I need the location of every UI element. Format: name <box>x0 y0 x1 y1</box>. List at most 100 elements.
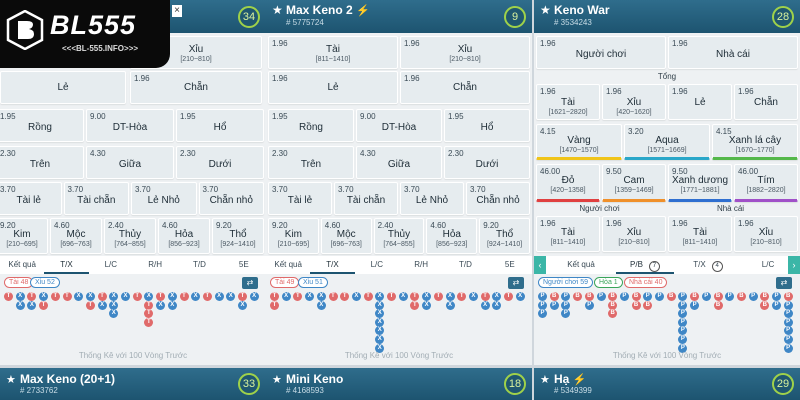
bet-cell[interactable]: 2.30 Trên <box>0 146 84 179</box>
stats-footer: Thống Kê với 100 Vòng Trước <box>78 351 188 360</box>
bet-cell[interactable]: 1.95 Rồng <box>0 109 84 142</box>
bead-B: B <box>631 292 641 301</box>
bet-cell[interactable]: 9.00 DT-Hòa <box>86 109 174 142</box>
bet-cell[interactable]: 3.70 Tài chẵn <box>334 182 398 215</box>
bet-cell[interactable]: 1.96 Tài [811~1410] <box>668 216 732 252</box>
bet-cell[interactable]: 4.60 Hỏa [856~923] <box>158 218 210 254</box>
swap-icon[interactable]: ⇄ <box>508 277 524 289</box>
bet-cell[interactable]: 3.70 Tài chẵn <box>63 182 129 215</box>
odds-value: 3.70 <box>470 185 486 194</box>
bet-cell[interactable]: 46.00 Tím [1882~2820] <box>734 164 798 202</box>
bet-cell[interactable]: 4.30 Giữa <box>86 146 174 179</box>
swap-icon[interactable]: ⇄ <box>776 277 792 289</box>
bet-cell[interactable]: Lẻ <box>0 71 126 104</box>
tab-5[interactable]: 5E <box>504 260 515 269</box>
tab-3[interactable]: R/H <box>414 260 429 269</box>
tab-1[interactable]: T/X <box>60 260 73 269</box>
bet-cell[interactable]: 9.50 Xanh dương [1771~1881] <box>668 164 732 202</box>
bet-cell[interactable]: 1.96 Chẵn <box>130 71 262 104</box>
bet-cell[interactable]: 3.70 Tài lẻ <box>0 182 62 215</box>
bet-cell[interactable]: 1.96 Xỉu [210~810] <box>602 216 666 252</box>
bet-name: Chẵn nhỏ <box>476 195 520 206</box>
tab-3[interactable]: L/C <box>739 260 797 269</box>
bet-cell[interactable]: 3.70 Chẵn nhỏ <box>198 182 264 215</box>
nav-right-button[interactable]: › <box>788 256 800 274</box>
tab-0[interactable]: Kết quả <box>8 260 36 269</box>
tab-1[interactable]: T/X <box>326 260 339 269</box>
favorite-star-icon[interactable]: ★ <box>6 374 16 386</box>
bet-cell[interactable]: 1.96 Nhà cái <box>668 36 798 69</box>
close-icon[interactable]: × <box>172 5 182 17</box>
bet-cell[interactable]: 1.96 Lẻ <box>268 71 398 104</box>
favorite-star-icon[interactable]: ★ <box>272 3 283 17</box>
bet-cell[interactable]: 1.95 Hổ <box>444 109 530 142</box>
bet-cell[interactable]: 1.96 Chẵn <box>734 84 798 120</box>
bet-cell[interactable]: 1.95 Rồng <box>268 109 354 142</box>
bet-cell[interactable]: 4.15 Xanh lá cây [1670~1770] <box>712 124 798 160</box>
bet-cell[interactable]: 3.70 Chẵn nhỏ <box>466 182 530 215</box>
bead-T: T <box>97 292 107 301</box>
bet-cell[interactable]: 1.96 Người chơi <box>536 36 666 69</box>
bet-range: [1621~2820] <box>548 109 588 116</box>
bet-name: Người chơi <box>575 49 627 60</box>
tab-1[interactable]: P/B 7 <box>616 260 674 272</box>
bet-cell[interactable]: 1.96 Xỉu [420~1620] <box>602 84 666 120</box>
tab-2[interactable]: L/C <box>104 260 118 269</box>
tab-4[interactable]: T/D <box>459 260 472 269</box>
tab-0[interactable]: Kết quả <box>274 260 302 269</box>
bet-cell[interactable]: 1.96 Chẵn <box>400 71 530 104</box>
bet-cell[interactable]: 2.30 Trên <box>268 146 354 179</box>
bet-cell[interactable]: 3.70 Tài lẻ <box>268 182 332 215</box>
bet-cell[interactable]: 2.40 Thủy [764~855] <box>373 218 425 254</box>
favorite-star-icon[interactable]: ★ <box>272 374 282 386</box>
bet-cell[interactable]: 4.15 Vàng [1470~1570] <box>536 124 622 160</box>
bet-cell[interactable]: 2.30 Dưới <box>444 146 530 179</box>
bet-cell[interactable]: 4.60 Mộc [696~763] <box>50 218 102 254</box>
odds-value: 4.15 <box>540 127 556 136</box>
odds-value: 4.60 <box>54 221 70 230</box>
bet-cell[interactable]: 3.20 Aqua [1571~1669] <box>624 124 710 160</box>
tally-pill: Tài 49 <box>270 277 300 288</box>
bead-B: B <box>713 292 723 301</box>
bet-cell[interactable]: 1.96 Lẻ <box>668 84 732 120</box>
bet-cell[interactable]: 3.70 Lẻ Nhỏ <box>400 182 464 215</box>
bet-cell[interactable]: 4.60 Hỏa [856~923] <box>426 218 478 254</box>
bet-cell[interactable]: 4.30 Giữa <box>356 146 442 179</box>
bet-cell[interactable]: 1.96 Tài [811~1410] <box>268 36 398 69</box>
tab-5[interactable]: 5E <box>238 260 249 269</box>
bet-cell[interactable]: 3.70 Lẻ Nhỏ <box>131 182 197 215</box>
bead-T: T <box>433 292 443 301</box>
game-panel-5[interactable]: ★ Mini Keno # 4168593 18 <box>266 368 532 400</box>
game-panel-6[interactable]: ★ Hạ ⚡ # 5349399 29 <box>534 368 800 400</box>
section-label: Người chơi <box>579 204 620 213</box>
bet-cell[interactable]: 4.60 Mộc [696~763] <box>320 218 372 254</box>
bet-cell[interactable]: 9.20 Kim [210~695] <box>0 218 48 254</box>
tab-4[interactable]: T/D <box>193 260 206 269</box>
tab-0[interactable]: Kết quả <box>552 260 610 269</box>
bet-cell[interactable]: 9.20 Kim [210~695] <box>268 218 319 254</box>
bet-cell[interactable]: 9.20 Thổ [924~1410] <box>479 218 530 254</box>
bet-cell[interactable]: 9.50 Cam [1359~1469] <box>602 164 666 202</box>
bet-cell[interactable]: 9.20 Thổ [924~1410] <box>212 218 264 254</box>
bet-name: Lẻ <box>694 97 706 108</box>
game-panel-4[interactable]: ★ Max Keno (20+1) # 2733762 33 <box>0 368 266 400</box>
odds-value: 1.95 <box>448 112 464 121</box>
bet-cell[interactable]: 1.96 Xỉu [210~810] <box>734 216 798 252</box>
bet-cell[interactable]: 9.00 DT-Hòa <box>356 109 442 142</box>
bet-cell[interactable]: 1.95 Hổ <box>176 109 264 142</box>
bet-cell[interactable]: 46.00 Đỏ [420~1358] <box>536 164 600 202</box>
odds-value: 1.96 <box>738 219 754 228</box>
bet-cell[interactable]: 2.40 Thủy [764~855] <box>104 218 156 254</box>
swap-icon[interactable]: ⇄ <box>242 277 258 289</box>
favorite-star-icon[interactable]: ★ <box>540 3 551 17</box>
nav-left-button[interactable]: ‹ <box>534 256 546 274</box>
bet-cell[interactable]: 2.30 Dưới <box>176 146 264 179</box>
bet-cell[interactable]: 1.96 Tài [811~1410] <box>536 216 600 252</box>
bet-cell[interactable]: 1.96 Tài [1621~2820] <box>536 84 600 120</box>
tab-2[interactable]: L/C <box>370 260 384 269</box>
stats-footer: Thống Kê với 100 Vòng Trước <box>344 351 454 360</box>
bet-cell[interactable]: 1.96 Xỉu [210~810] <box>400 36 530 69</box>
tab-2[interactable]: T/X 4 <box>679 260 737 272</box>
tab-3[interactable]: R/H <box>148 260 163 269</box>
favorite-star-icon[interactable]: ★ <box>540 374 550 386</box>
